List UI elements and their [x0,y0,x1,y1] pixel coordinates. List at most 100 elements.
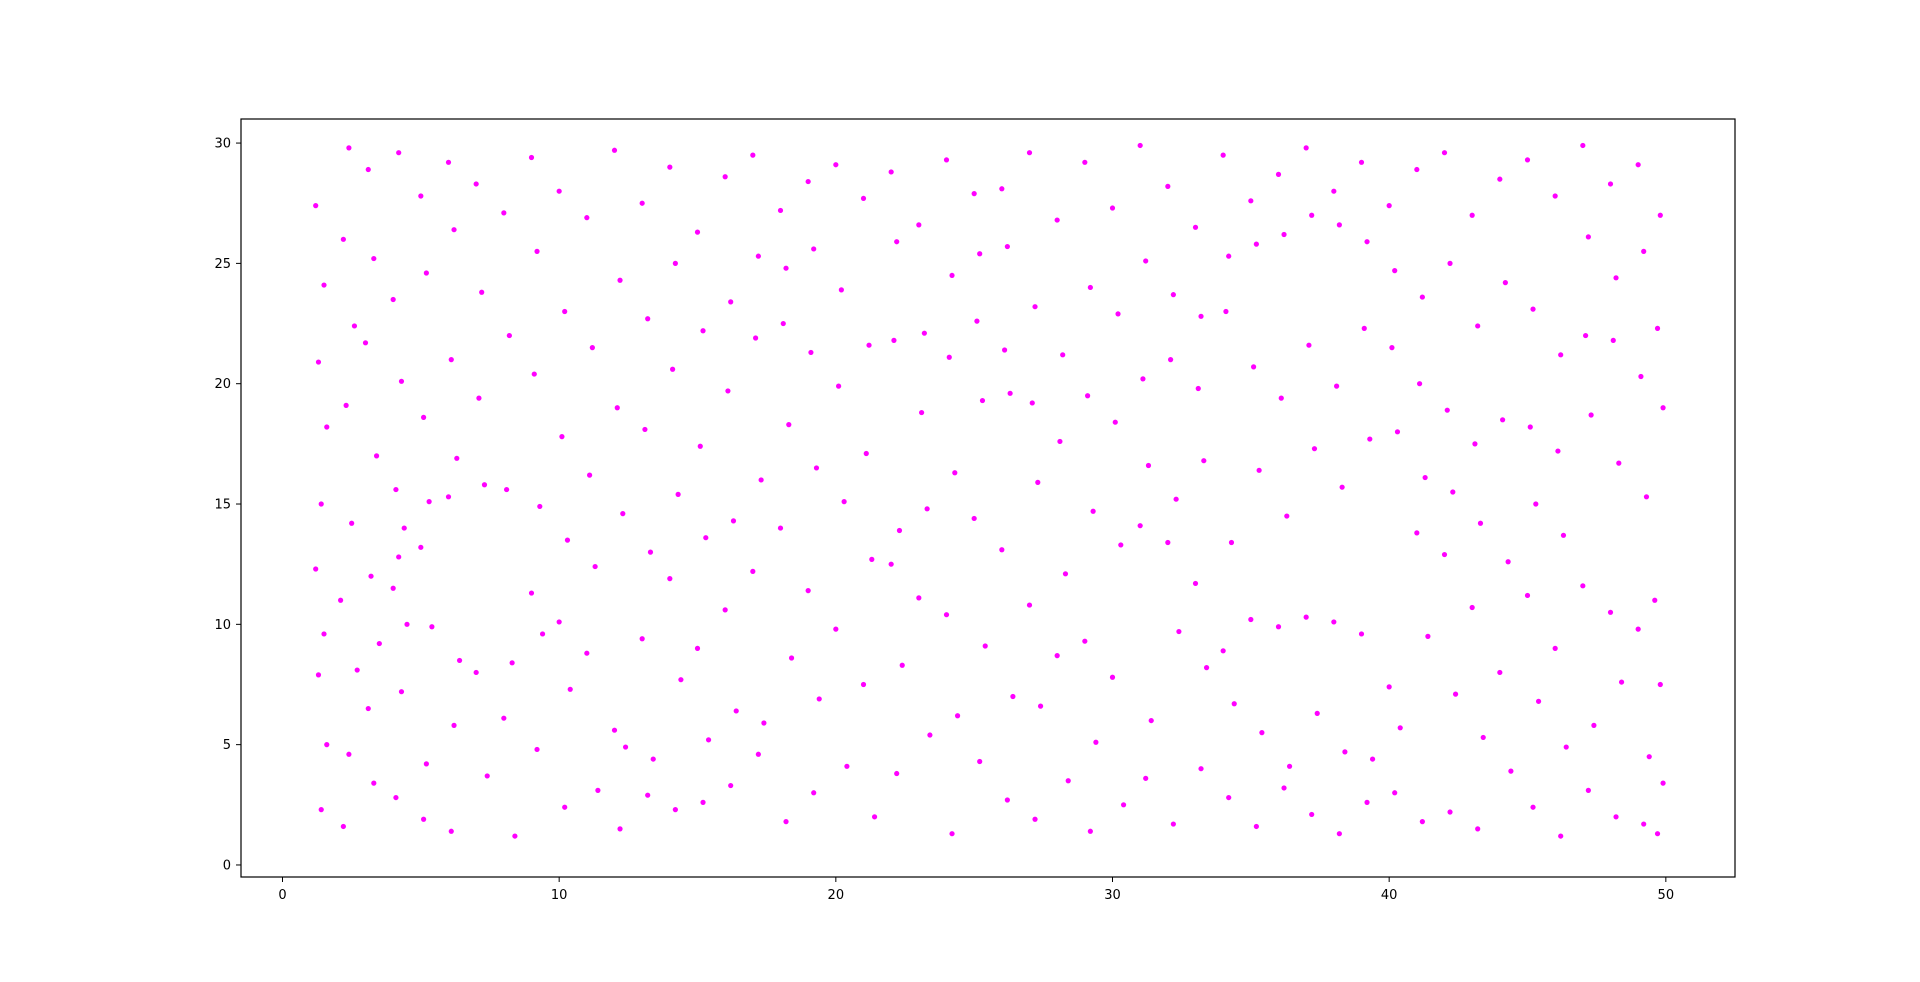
scatter-point [349,520,355,526]
scatter-point [1342,749,1348,755]
scatter-point [313,203,319,209]
scatter-point [672,807,678,813]
scatter-point [783,265,789,271]
scatter-point [373,453,380,459]
scatter-point [1419,294,1425,300]
scatter-point [1558,352,1564,358]
scatter-point [1137,523,1143,529]
scatter-point [445,159,452,165]
scatter-point [927,732,933,738]
scatter-point [1085,393,1091,399]
scatter-point [371,255,377,262]
scatter-point [1002,347,1008,353]
scatter-point [1248,616,1254,623]
scatter-point [1143,775,1149,781]
scatter-point [1165,539,1171,546]
scatter-point [971,515,977,522]
scatter-point [1505,559,1511,565]
scatter-point [916,222,922,228]
y-axis-ticks: 0 5 10 15 20 25 30 [214,137,241,873]
scatter-point [509,660,515,666]
scatter-point [1060,352,1066,358]
scatter-point [888,561,894,567]
scatter-point [1281,231,1287,238]
scatter-point [365,166,371,173]
scatter-point [481,482,488,488]
scatter-point [1192,224,1199,230]
scatter-point [1251,364,1257,370]
scatter-point [1563,744,1569,750]
scatter-point [362,340,369,346]
scatter-point [833,162,839,168]
scatter-point [1585,787,1591,793]
scatter-point [1641,821,1647,827]
scatter-point [338,597,344,603]
scatter-point [1530,306,1536,312]
scatter-point [1037,703,1044,709]
scatter-point [445,494,452,500]
scatter-point [390,296,396,303]
scatter-point [1361,325,1367,331]
scatter-point [1284,513,1290,519]
scatter-point [750,568,756,574]
scatter-point [587,472,593,478]
scatter-point [1170,821,1176,827]
scatter-point [393,794,399,801]
scatter-point [1502,280,1508,286]
scatter-point [454,455,460,461]
scatter-point [860,195,867,202]
scatter-point [1497,176,1503,182]
scatter-point [1367,436,1373,442]
scatter-point [1475,323,1481,329]
scatter-point [1657,681,1663,688]
scatter-point [1192,580,1199,587]
scatter-point [315,672,322,678]
scatter-point [1472,441,1478,447]
scatter-point [943,612,950,618]
scatter-point [871,814,878,820]
scatter-point [1441,551,1448,558]
scatter-point [473,669,479,676]
scatter-point [564,537,571,543]
scatter-point [1231,701,1237,707]
scatter-point [1201,458,1207,464]
scatter-point [753,335,759,341]
scatter-point [919,409,925,416]
scatter-point [999,186,1005,192]
scatter-point [324,424,330,430]
scatter-point [448,357,454,363]
scatter-point [1334,383,1340,389]
scatter-point [1652,597,1658,603]
scatter-point [346,145,352,151]
scatter-point [780,320,786,327]
scatter-point [899,662,905,668]
scatter-point [368,573,374,579]
scatter-point [1062,571,1069,577]
scatter-point [1475,826,1481,832]
scatter-point [1524,592,1531,599]
scatter-point [1389,345,1395,351]
scatter-point [1137,142,1143,149]
scatter-point [423,270,429,276]
scatter-point [1657,212,1663,218]
scatter-point [728,299,734,305]
scatter-point [946,354,952,360]
scatter-point [617,277,623,283]
scatter-point [321,631,327,637]
scatter-point [1275,624,1282,630]
scatter-point [1552,645,1558,652]
scatter-point [1358,631,1365,637]
scatter-point [620,511,626,517]
scatter-point [1558,833,1564,839]
scatter-point [1480,734,1486,741]
scatter-point [1613,814,1619,820]
scatter-point [1638,373,1644,380]
scatter-point [1203,665,1210,671]
scatter-point [1508,768,1514,774]
scatter-point [650,756,656,762]
scatter-point [949,272,955,279]
scatter-point [1143,258,1149,264]
scatter-point [758,477,764,483]
x-axis-ticks: 0 10 20 30 40 50 [278,877,1674,903]
scatter-point [1148,717,1154,724]
